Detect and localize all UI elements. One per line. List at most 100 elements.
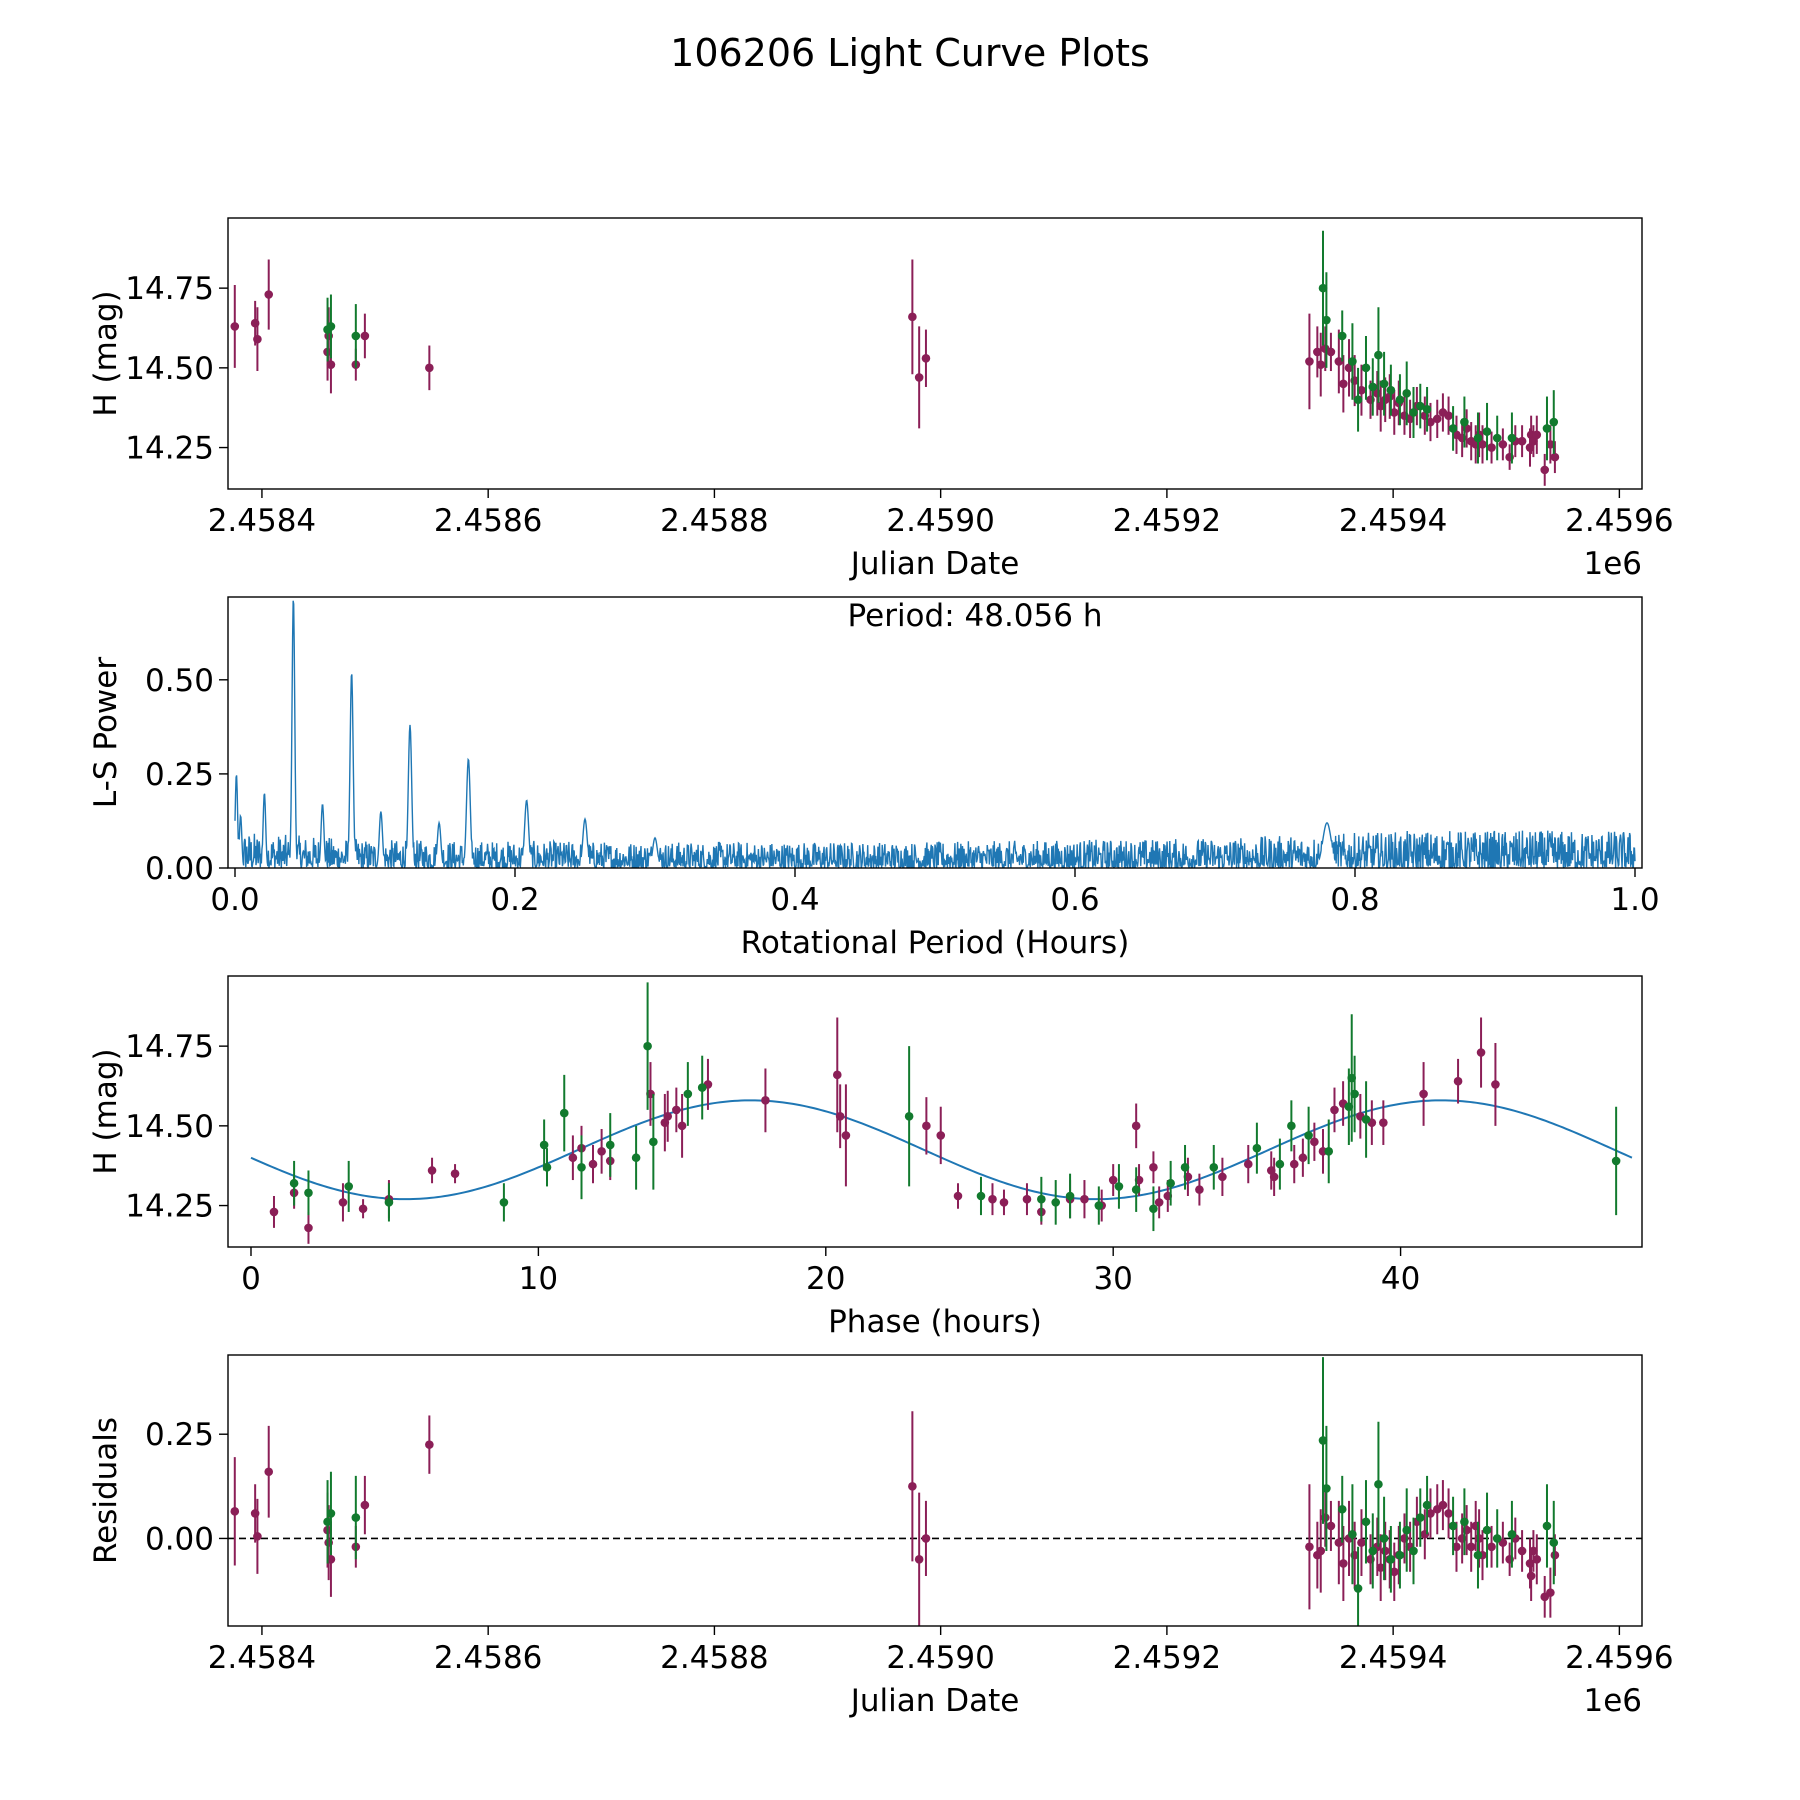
data-point bbox=[1304, 1131, 1313, 1140]
data-point bbox=[1432, 414, 1442, 424]
x-tick-label: 40 bbox=[1381, 1261, 1420, 1297]
data-point bbox=[1444, 411, 1453, 420]
x-offset-text: 1e6 bbox=[1583, 546, 1642, 582]
data-point bbox=[1305, 1542, 1314, 1552]
data-point bbox=[1415, 401, 1425, 411]
data-point bbox=[1313, 347, 1322, 357]
data-point bbox=[1507, 433, 1517, 443]
data-point bbox=[499, 1198, 509, 1207]
periodogram-line bbox=[234, 600, 1636, 868]
data-point bbox=[1065, 1191, 1075, 1201]
data-point bbox=[1339, 1559, 1348, 1568]
data-point bbox=[1022, 1194, 1032, 1204]
data-point bbox=[1422, 404, 1432, 414]
plot-area bbox=[234, 600, 1636, 868]
series-g bbox=[323, 230, 1559, 464]
data-point bbox=[832, 1070, 842, 1080]
data-point bbox=[1131, 1121, 1141, 1131]
periodogram-panel: 0.0 0.2 0.4 0.6 0.8 1.0 0.00 0.25 0.50 Rotational… bbox=[88, 596, 1660, 961]
data-point bbox=[1474, 1534, 1484, 1543]
data-point bbox=[1460, 1517, 1469, 1527]
x-axis-label: Rotational Period (Hours) bbox=[741, 925, 1130, 961]
data-point bbox=[1334, 357, 1344, 366]
data-point bbox=[999, 1198, 1009, 1207]
data-point bbox=[1344, 363, 1354, 373]
data-point bbox=[450, 1169, 460, 1178]
data-point bbox=[253, 1532, 262, 1541]
data-point bbox=[1487, 1542, 1496, 1552]
x-tick-label: 2.4586 bbox=[434, 1640, 542, 1676]
x-axis-label: Julian Date bbox=[849, 546, 1020, 582]
x-tick-label: 2.4596 bbox=[1565, 1640, 1673, 1676]
data-point bbox=[1318, 283, 1328, 293]
plot-frame bbox=[227, 217, 1643, 490]
data-point bbox=[1550, 1550, 1560, 1560]
x-tick-label: 2.4590 bbox=[886, 1640, 994, 1676]
data-point bbox=[1422, 1500, 1432, 1510]
data-point bbox=[1372, 389, 1382, 398]
y-tick-label: 14.50 bbox=[125, 1109, 214, 1145]
data-point bbox=[1540, 465, 1550, 475]
y-tick-label: 14.75 bbox=[125, 271, 214, 307]
data-point bbox=[631, 1153, 641, 1163]
data-point bbox=[605, 1140, 615, 1150]
data-point bbox=[1386, 385, 1396, 395]
y-tick-label: 14.25 bbox=[125, 431, 214, 467]
y-tick-label: 0.00 bbox=[145, 1521, 214, 1557]
x-tick-label: 2.4592 bbox=[1113, 1640, 1221, 1676]
data-point bbox=[1395, 395, 1405, 405]
data-point bbox=[1550, 452, 1560, 462]
data-point bbox=[1444, 1509, 1453, 1518]
data-point bbox=[1611, 1156, 1621, 1166]
plot-frame bbox=[227, 596, 1643, 869]
data-point bbox=[1476, 1048, 1486, 1057]
data-point bbox=[1318, 1436, 1328, 1445]
data-point bbox=[1243, 1159, 1253, 1169]
x-tick-label: 0.0 bbox=[210, 882, 259, 918]
data-point bbox=[1482, 1525, 1492, 1535]
x-tick-label: 0.8 bbox=[1330, 882, 1379, 918]
data-point bbox=[1330, 1105, 1339, 1115]
data-point bbox=[1368, 382, 1378, 392]
data-point bbox=[1532, 1554, 1542, 1564]
data-point bbox=[269, 1207, 279, 1217]
data-point bbox=[1549, 1538, 1559, 1547]
data-point bbox=[1415, 1513, 1425, 1522]
data-point bbox=[542, 1162, 552, 1172]
data-point bbox=[1379, 379, 1389, 389]
data-point bbox=[360, 331, 370, 341]
x-tick-label: 2.4594 bbox=[1339, 1640, 1447, 1676]
x-tick-label: 2.4594 bbox=[1339, 503, 1447, 539]
data-point bbox=[677, 1121, 687, 1131]
x-tick-label: 2.4588 bbox=[660, 503, 768, 539]
data-point bbox=[588, 1159, 598, 1169]
y-tick-label: 14.50 bbox=[125, 351, 214, 387]
data-point bbox=[1166, 1178, 1175, 1188]
data-point bbox=[1492, 433, 1502, 443]
figure-title: 106206 Light Curve Plots bbox=[670, 31, 1150, 75]
x-tick-label: 1.0 bbox=[1610, 882, 1659, 918]
data-point bbox=[1402, 389, 1412, 398]
x-axis-label: Julian Date bbox=[849, 1683, 1020, 1719]
data-point bbox=[1426, 417, 1435, 427]
data-point bbox=[1269, 1172, 1279, 1182]
data-point bbox=[904, 1111, 914, 1121]
data-point bbox=[1114, 1182, 1124, 1191]
data-point bbox=[577, 1162, 586, 1172]
plot-frame bbox=[227, 975, 1643, 1248]
data-point bbox=[1350, 1089, 1359, 1099]
plot-area bbox=[228, 1357, 1642, 1626]
data-point bbox=[1337, 331, 1347, 341]
y-tick-label: 0.50 bbox=[145, 663, 214, 699]
data-point bbox=[1507, 1529, 1517, 1539]
data-point bbox=[1482, 427, 1492, 436]
data-point bbox=[1310, 1137, 1319, 1147]
data-point bbox=[1322, 315, 1331, 325]
data-point bbox=[1322, 1484, 1331, 1493]
x-tick-label: 2.4586 bbox=[434, 503, 542, 539]
data-point bbox=[1517, 1546, 1527, 1556]
y-tick-label: 14.75 bbox=[125, 1029, 214, 1065]
data-point bbox=[1252, 1143, 1262, 1153]
data-point bbox=[1348, 357, 1357, 366]
